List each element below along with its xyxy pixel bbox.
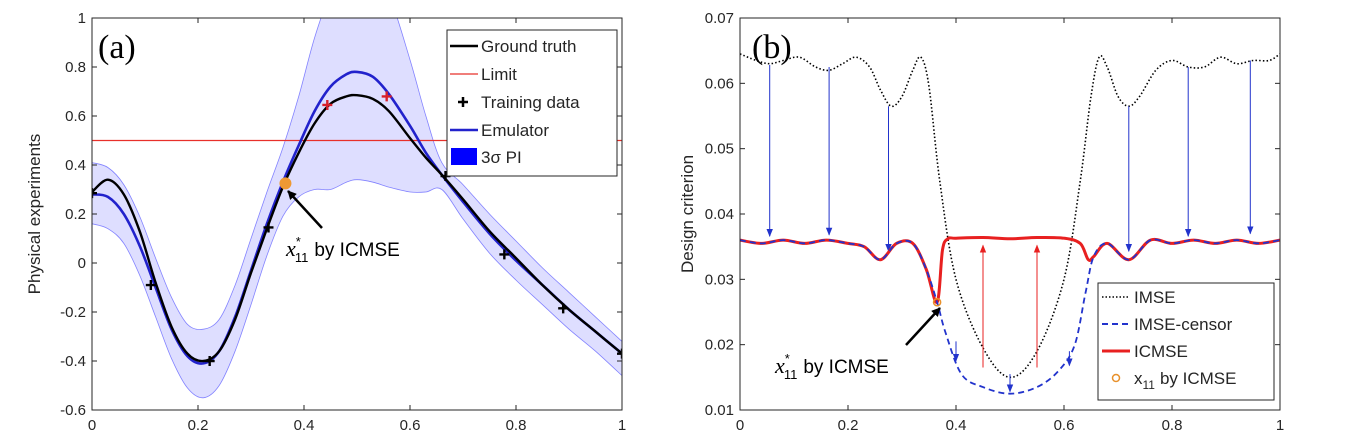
chart-a-annotation-label: x* 11 by ICMSE <box>285 234 400 265</box>
chart-b: 0 0.2 0.4 0.6 0.8 1 0.01 0.02 0.03 0.04 0.05 0.06 0.… <box>678 10 1284 434</box>
chart-b-annotation-arrow <box>905 307 941 346</box>
chart-b-ticks: 0 0.2 0.4 0.6 0.8 1 0.01 0.02 0.03 0.04 0.05 0.06 0.… <box>705 10 1284 434</box>
chart-a-ytick-label: 0.4 <box>65 157 86 174</box>
training-point <box>558 303 569 314</box>
chart-b-panel-label: (b) <box>752 29 792 66</box>
training-point <box>617 348 622 359</box>
legend-item-pi: 3σ PI <box>451 148 522 167</box>
training-point <box>263 222 274 233</box>
chart-b-legend: IMSE IMSE-censor ICMSE x11 by ICMSE <box>1097 282 1275 401</box>
chart-a-xtick-label: 1 <box>618 417 626 434</box>
selected-point <box>279 177 292 190</box>
chart-a-ytick-label: 1 <box>78 10 86 27</box>
chart-a-ytick-label: 0 <box>78 255 86 272</box>
legend-item-icmse: ICMSE <box>1102 342 1188 361</box>
pi-band <box>92 18 622 399</box>
chart-b-ytick-label: 0.07 <box>705 10 734 27</box>
chart-b-annotation: x* 11 by ICMSE <box>774 307 941 382</box>
chart-b-xtick-label: 0.4 <box>946 417 967 434</box>
chart-b-ytick-label: 0.04 <box>705 206 734 223</box>
training-point <box>92 188 97 199</box>
legend-item-x11: x11 by ICMSE <box>1111 369 1237 392</box>
legend-item-emulator: Emulator <box>450 121 549 140</box>
chart-a-ytick-label: 0.8 <box>65 59 86 76</box>
series-icmse <box>740 235 1280 304</box>
chart-a-ytick-label: 0.6 <box>65 108 86 125</box>
chart-b-ytick-label: 0.05 <box>705 141 734 158</box>
chart-a-xtick-label: 0.2 <box>188 417 209 434</box>
chart-a-ticks: 0 0.2 0.4 0.6 0.8 1 -0.6 -0.4 -0.2 0 0.2 0.4 0.6 0.8 1 <box>60 10 626 434</box>
legend-item-imse-censor: IMSE-censor <box>1102 315 1233 334</box>
chart-a-xtick-label: 0.8 <box>506 417 527 434</box>
chart-a-xtick-label: 0.4 <box>294 417 315 434</box>
svg-text:ICMSE: ICMSE <box>1134 342 1188 361</box>
svg-text:Limit: Limit <box>481 65 517 84</box>
chart-b-ytick-label: 0.03 <box>705 271 734 288</box>
chart-a-plot-area <box>92 18 622 399</box>
chart-b-xtick-label: 0.2 <box>838 417 859 434</box>
svg-text:Ground truth: Ground truth <box>481 37 576 56</box>
chart-a-legend: Ground truth Limit Training data Emulato… <box>446 29 618 177</box>
legend-item-limit: Limit <box>450 65 517 84</box>
chart-a-ytick-label: -0.4 <box>60 353 86 370</box>
training-point <box>499 249 510 260</box>
chart-a: 0 0.2 0.4 0.6 0.8 1 -0.6 -0.4 -0.2 0 0.2 0.4 0.6 0.8 1… <box>25 10 626 434</box>
censored-point <box>381 91 392 102</box>
svg-text:IMSE-censor: IMSE-censor <box>1134 315 1233 334</box>
legend-item-training-data: Training data <box>458 93 580 112</box>
chart-b-ytick-label: 0.06 <box>705 75 734 92</box>
selected-point <box>932 297 942 307</box>
chart-a-annotation: x* 11 by ICMSE <box>285 190 400 265</box>
chart-b-annotation-label: x* 11 by ICMSE <box>774 351 889 382</box>
chart-a-annotation-arrow <box>287 190 323 229</box>
chart-b-xtick-label: 0 <box>736 417 744 434</box>
chart-a-xtick-label: 0.6 <box>400 417 421 434</box>
training-point <box>204 356 215 366</box>
chart-b-ytick-label: 0.01 <box>705 402 734 419</box>
chart-b-ylabel: Design criterion <box>678 155 697 273</box>
series-imse <box>740 53 1280 379</box>
series-ground-truth <box>92 93 622 363</box>
chart-b-plot-area <box>740 53 1280 395</box>
training-point <box>145 280 156 291</box>
chart-a-ytick-label: -0.2 <box>60 304 86 321</box>
chart-a-ytick-label: -0.6 <box>60 402 86 419</box>
legend-item-ground-truth: Ground truth <box>450 37 576 56</box>
chart-a-xtick-label: 0 <box>88 417 96 434</box>
chart-b-xtick-label: 0.8 <box>1162 417 1183 434</box>
chart-b-xtick-label: 0.6 <box>1054 417 1075 434</box>
chart-a-panel-label: (a) <box>98 29 136 66</box>
chart-a-ylabel: Physical experiments <box>25 134 44 295</box>
svg-text:IMSE: IMSE <box>1134 288 1176 307</box>
legend-item-imse: IMSE <box>1102 288 1176 307</box>
censored-point <box>322 99 333 110</box>
svg-text:Emulator: Emulator <box>481 121 549 140</box>
svg-text:Training data: Training data <box>481 93 580 112</box>
chart-b-xtick-label: 1 <box>1276 417 1284 434</box>
chart-a-ytick-label: 0.2 <box>65 206 86 223</box>
svg-text:3σ PI: 3σ PI <box>481 148 522 167</box>
chart-b-ytick-label: 0.02 <box>705 337 734 354</box>
